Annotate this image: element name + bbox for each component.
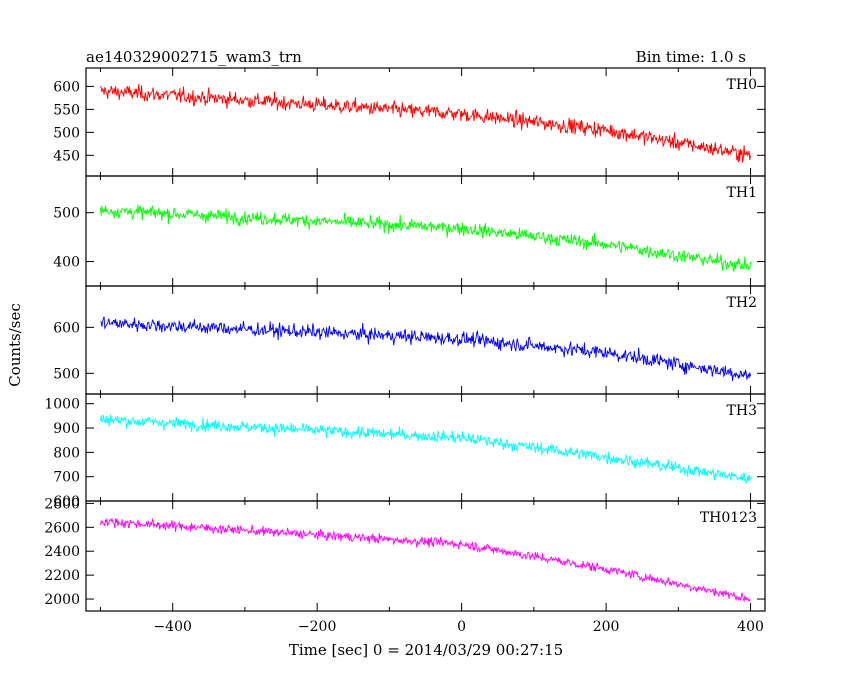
panel-frame	[85, 393, 766, 502]
series-line-th3	[99, 414, 752, 484]
y-axis-label: Counts/sec	[6, 303, 24, 387]
y-tick-label: 2400	[44, 544, 80, 560]
series-line-th2	[100, 316, 752, 382]
y-tick-label: 2200	[44, 568, 80, 584]
y-tick-label: 400	[53, 255, 80, 271]
series-label-th2: TH2	[727, 295, 757, 311]
y-tick-label: 500	[53, 206, 80, 222]
y-tick-label: 500	[53, 366, 80, 382]
y-tick-label: 2600	[44, 520, 80, 536]
y-tick-label: 600	[53, 494, 80, 510]
y-tick-label: 800	[53, 445, 80, 461]
series-label-th3: TH3	[727, 403, 757, 419]
x-tick-label: −200	[298, 619, 336, 635]
series-line-th0123	[99, 517, 751, 603]
x-tick-label: −400	[153, 619, 191, 635]
panel-frame	[85, 175, 766, 287]
y-tick-label: 700	[53, 470, 80, 486]
panel-th1: 400 500 TH1	[53, 175, 766, 287]
y-tick-label: 2800	[44, 496, 80, 512]
panel-th2: 500 600 TH2	[53, 285, 766, 395]
y-tick-label: 500	[53, 125, 80, 141]
y-tick-label: 550	[53, 102, 80, 118]
bin-time-label: Bin time: 1.0 s	[636, 48, 746, 66]
panel-frame	[85, 67, 766, 177]
series-line-th1	[99, 204, 752, 272]
y-tick-label: 2000	[44, 592, 80, 608]
panel-frame	[85, 500, 766, 612]
x-axis-label: Time [sec] 0 = 2014/03/29 00:27:15	[289, 641, 563, 659]
y-tick-label: 600	[53, 79, 80, 95]
panel-th0: 450 500 550 600 TH0	[53, 67, 766, 177]
panel-th3: 600 700 800 900 1000 TH3	[44, 393, 766, 510]
panel-frame	[85, 285, 766, 395]
x-tick-label: 400	[737, 619, 764, 635]
x-tick-label: 200	[593, 619, 620, 635]
y-tick-label: 450	[53, 148, 80, 164]
series-label-th1: TH1	[727, 185, 757, 201]
y-tick-label: 900	[53, 421, 80, 437]
plot-title: ae140329002715_wam3_trn	[86, 48, 302, 66]
series-label-th0: TH0	[727, 77, 757, 93]
panel-th0123: 2000 2200 2400 2600 2800 TH0123	[44, 496, 766, 612]
y-tick-label: 600	[53, 320, 80, 336]
series-label-th0123: TH0123	[700, 510, 757, 526]
series-line-th0	[100, 84, 752, 163]
x-tick-label: 0	[457, 619, 466, 635]
y-tick-label: 1000	[44, 397, 80, 413]
